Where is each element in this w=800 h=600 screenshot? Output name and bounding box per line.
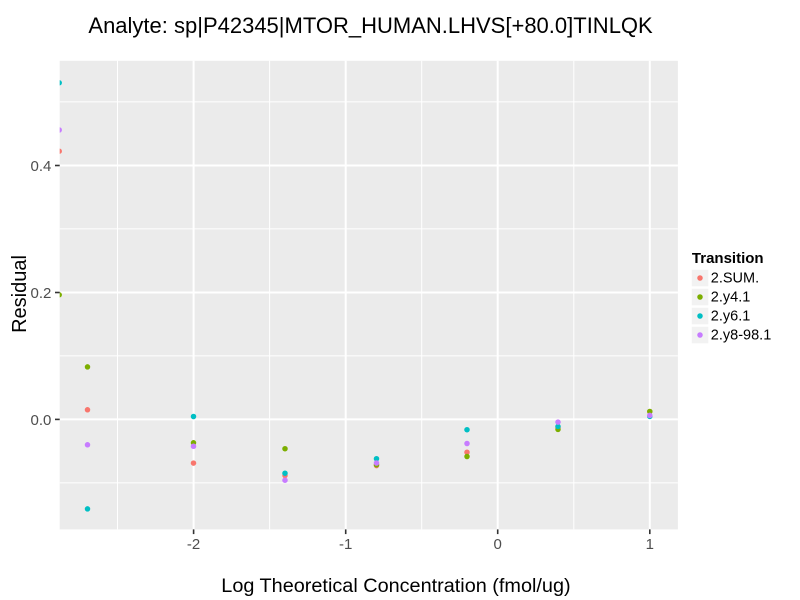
svg-text:0: 0 <box>494 536 502 553</box>
svg-text:-1: -1 <box>339 536 352 553</box>
svg-text:Log Theoretical Concentration: Log Theoretical Concentration (fmol/ug) <box>221 575 570 597</box>
svg-text:0.4: 0.4 <box>31 158 52 175</box>
svg-text:0.0: 0.0 <box>31 412 52 429</box>
svg-text:Transition: Transition <box>692 250 764 267</box>
svg-text:Residual: Residual <box>9 255 31 333</box>
svg-text:2.y4.1: 2.y4.1 <box>711 289 751 305</box>
svg-text:0.2: 0.2 <box>31 285 52 302</box>
svg-text:2.y6.1: 2.y6.1 <box>711 308 751 324</box>
svg-text:1: 1 <box>646 536 654 553</box>
svg-text:Analyte: sp|P42345|MTOR_HUMAN.: Analyte: sp|P42345|MTOR_HUMAN.LHVS[+80.0… <box>88 13 653 38</box>
svg-text:-2: -2 <box>187 536 200 553</box>
svg-text:2.SUM.: 2.SUM. <box>711 270 759 286</box>
svg-text:2.y8-98.1: 2.y8-98.1 <box>711 327 771 343</box>
